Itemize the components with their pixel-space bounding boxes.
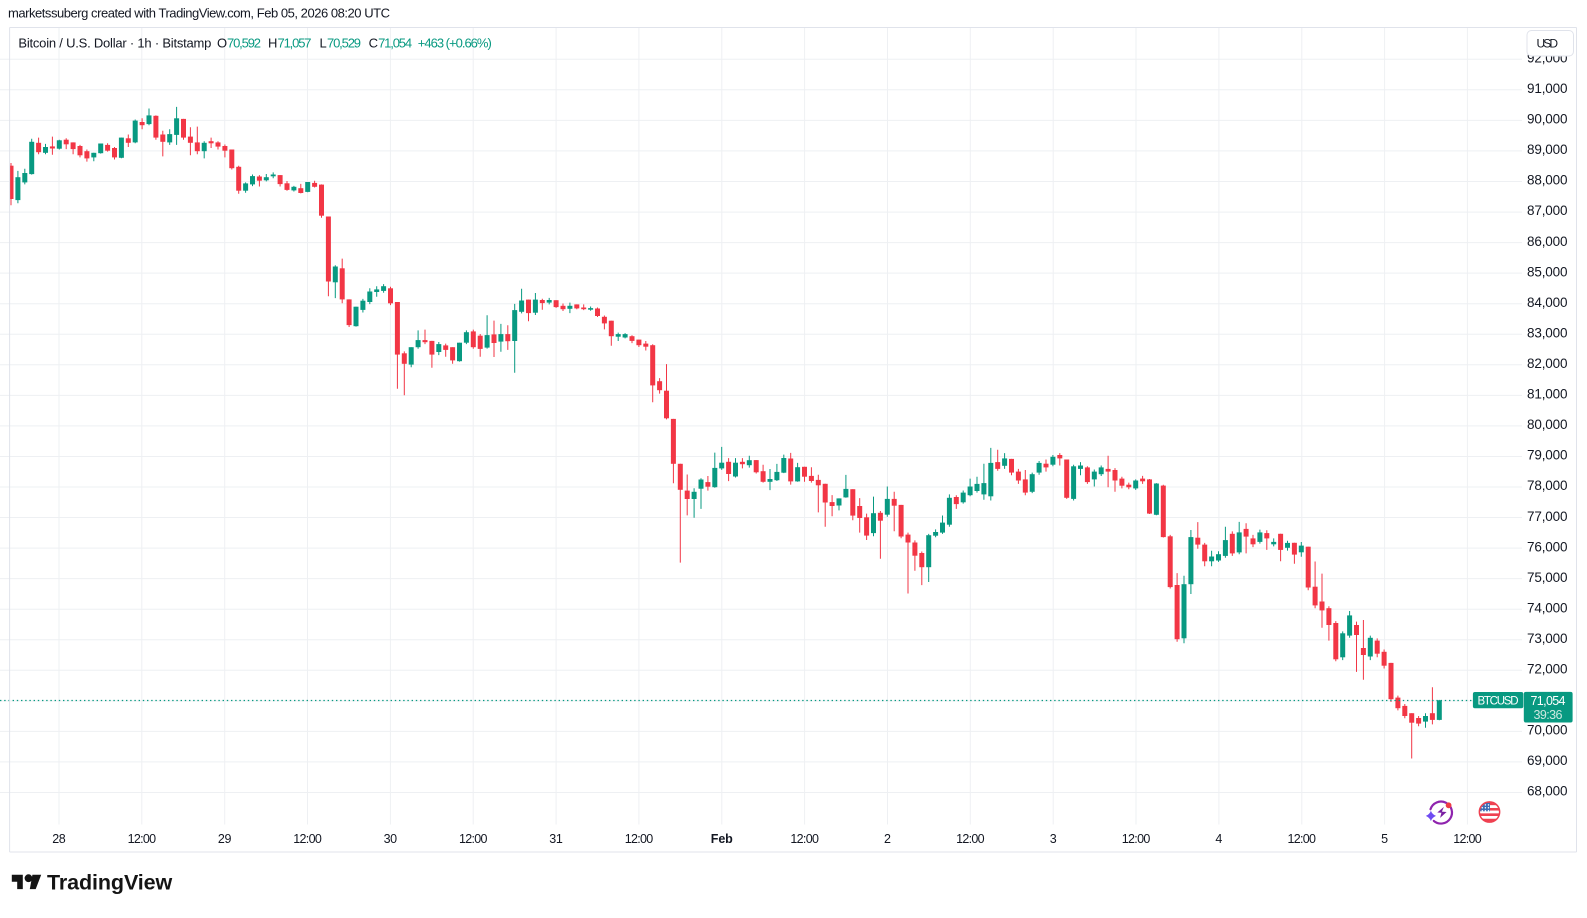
svg-text:12:00: 12:00 — [1288, 832, 1317, 846]
svg-text:marketssuberg created with Tra: marketssuberg created with TradingView.c… — [8, 6, 390, 21]
svg-text:70,529: 70,529 — [327, 36, 361, 51]
svg-text:3: 3 — [1050, 832, 1057, 846]
svg-text:12:00: 12:00 — [1453, 832, 1482, 846]
svg-text:70,592: 70,592 — [227, 36, 261, 51]
svg-text:Feb: Feb — [711, 832, 733, 846]
svg-text:83,000: 83,000 — [1527, 325, 1568, 340]
svg-text:74,000: 74,000 — [1527, 600, 1568, 615]
svg-text:81,000: 81,000 — [1527, 387, 1568, 402]
svg-text:2: 2 — [884, 832, 891, 846]
svg-text:71,054: 71,054 — [1531, 694, 1566, 708]
svg-text:78,000: 78,000 — [1527, 478, 1568, 493]
svg-text:31: 31 — [549, 832, 563, 846]
svg-text:69,000: 69,000 — [1527, 753, 1568, 768]
svg-text:80,000: 80,000 — [1527, 417, 1568, 432]
svg-text:72,000: 72,000 — [1527, 662, 1568, 677]
svg-text:5: 5 — [1381, 832, 1388, 846]
svg-text:Bitcoin / U.S. Dollar · 1h · B: Bitcoin / U.S. Dollar · 1h · Bitstamp — [18, 36, 211, 51]
svg-text:L: L — [320, 36, 327, 51]
svg-text:77,000: 77,000 — [1527, 509, 1568, 524]
svg-text:O: O — [217, 36, 227, 51]
svg-text:12:00: 12:00 — [956, 832, 985, 846]
svg-text:79,000: 79,000 — [1527, 448, 1568, 463]
svg-text:30: 30 — [384, 832, 398, 846]
svg-text:12:00: 12:00 — [1122, 832, 1151, 846]
svg-text:12:00: 12:00 — [459, 832, 488, 846]
svg-text:4: 4 — [1215, 832, 1222, 846]
svg-text:12:00: 12:00 — [625, 832, 654, 846]
svg-text:USD: USD — [1537, 36, 1559, 50]
svg-text:28: 28 — [52, 832, 66, 846]
svg-text:12:00: 12:00 — [128, 832, 157, 846]
svg-text:TradingView: TradingView — [47, 870, 173, 894]
svg-text:68,000: 68,000 — [1527, 784, 1568, 799]
svg-text:88,000: 88,000 — [1527, 173, 1568, 188]
svg-text:12:00: 12:00 — [790, 832, 819, 846]
svg-text:86,000: 86,000 — [1527, 234, 1568, 249]
svg-text:89,000: 89,000 — [1527, 142, 1568, 157]
svg-text:39:36: 39:36 — [1534, 708, 1563, 722]
svg-text:H: H — [268, 36, 277, 51]
svg-text:73,000: 73,000 — [1527, 631, 1568, 646]
svg-text:71,054: 71,054 — [378, 36, 412, 51]
svg-text:70,000: 70,000 — [1527, 723, 1568, 738]
svg-text:BTCUSD: BTCUSD — [1478, 695, 1519, 707]
svg-text:C: C — [369, 36, 378, 51]
svg-text:87,000: 87,000 — [1527, 203, 1568, 218]
svg-text:71,057: 71,057 — [278, 36, 312, 51]
svg-text:82,000: 82,000 — [1527, 356, 1568, 371]
svg-text:+463 (+0.66%): +463 (+0.66%) — [418, 36, 492, 51]
svg-text:76,000: 76,000 — [1527, 539, 1568, 554]
svg-text:90,000: 90,000 — [1527, 112, 1568, 127]
svg-text:75,000: 75,000 — [1527, 570, 1568, 585]
svg-text:91,000: 91,000 — [1527, 81, 1568, 96]
svg-text:29: 29 — [218, 832, 232, 846]
svg-text:84,000: 84,000 — [1527, 295, 1568, 310]
svg-text:12:00: 12:00 — [293, 832, 322, 846]
svg-text:85,000: 85,000 — [1527, 264, 1568, 279]
